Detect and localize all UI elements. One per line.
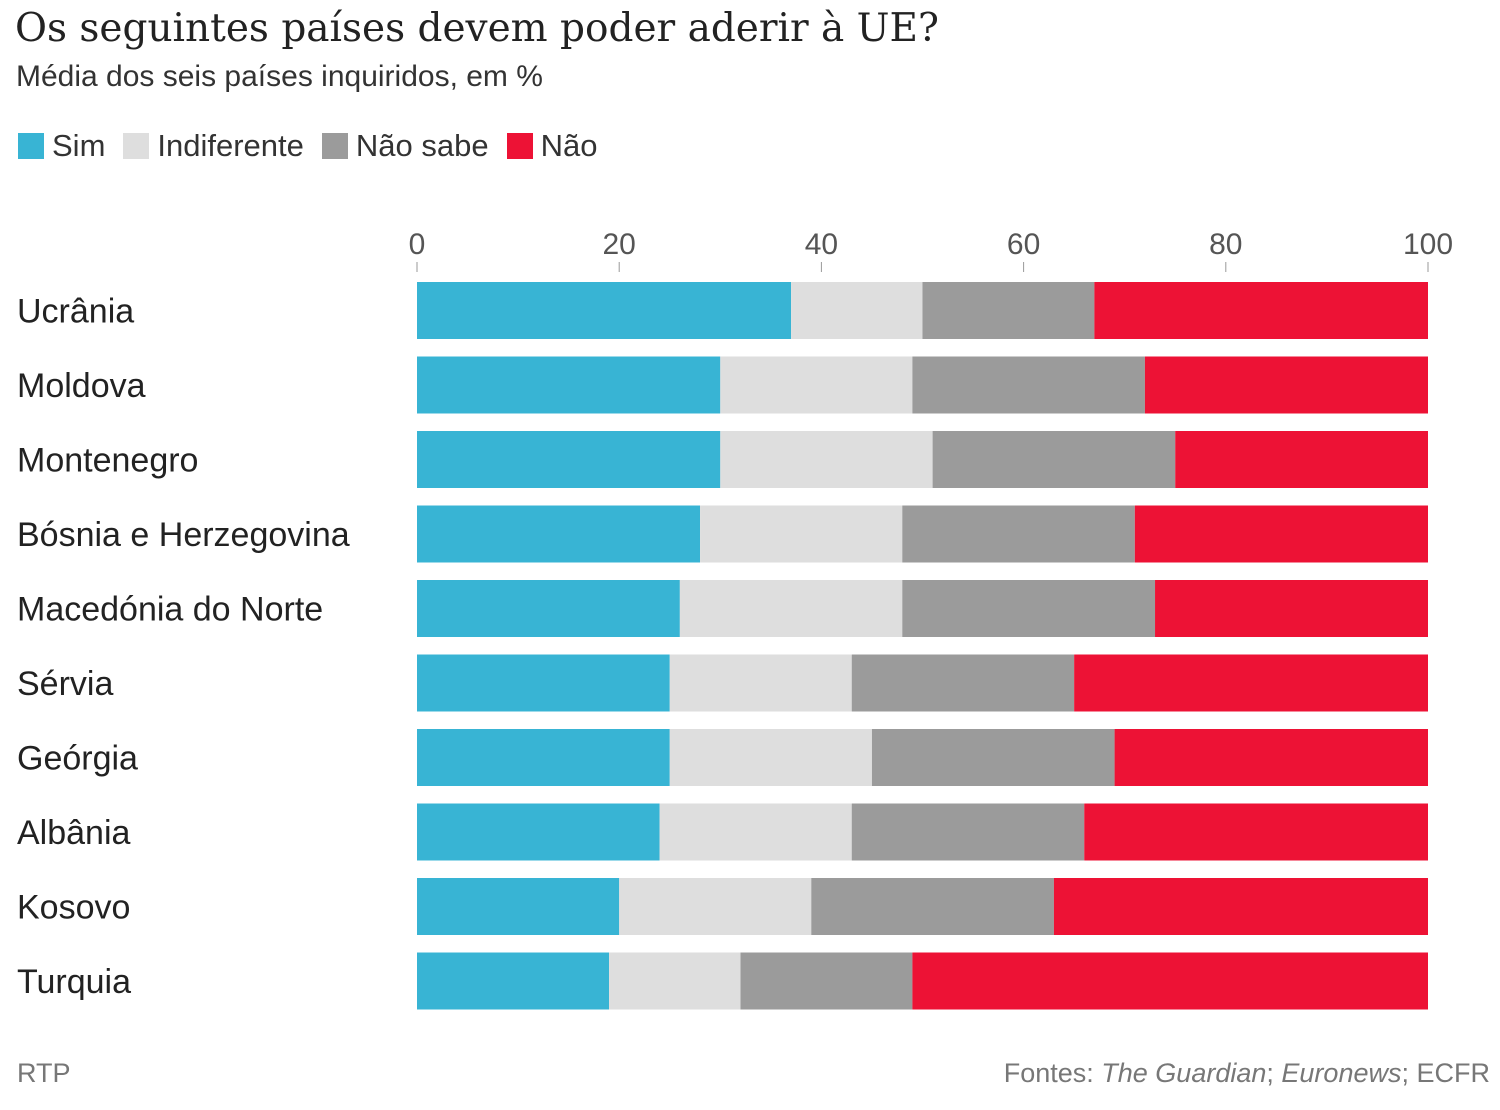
bar-segment-nosabe [902, 580, 1156, 637]
bar-segment-nosabe [932, 431, 1176, 488]
legend-swatch [506, 133, 533, 159]
bar-segment-sim [417, 282, 792, 339]
sources-sep: ; [1266, 1058, 1282, 1088]
bar-segment-indiferente [679, 580, 903, 637]
sources-ecfr: ; ECFR [1401, 1058, 1490, 1088]
bar-segment-sim [417, 580, 680, 637]
bar-segment-indiferente [720, 431, 933, 488]
chart-title: Os seguintes países devem poder aderir à… [15, 6, 939, 51]
legend-label: Sim [52, 128, 106, 163]
category-label: Macedónia do Norte [17, 591, 323, 629]
bar-segment-indiferente [669, 654, 852, 712]
bar-segment-sim [417, 803, 660, 861]
legend-swatch [18, 133, 44, 159]
bar-segment-nosabe [851, 803, 1085, 861]
bar-segment-no [1155, 580, 1428, 637]
legend-swatch [321, 133, 348, 159]
legend-item: Não sabe [321, 128, 489, 164]
x-tick-label: 100 [1403, 228, 1453, 261]
bar-segment-sim [417, 356, 721, 414]
legend-swatch [123, 133, 150, 159]
legend-item: Sim [18, 128, 105, 164]
legend-item: Não [506, 128, 598, 164]
bar-segment-sim [417, 952, 610, 1010]
bar-segment-nosabe [922, 282, 1095, 339]
bar-segment-no [1134, 505, 1428, 563]
bar-segment-no [1053, 878, 1428, 935]
bar-segment-indiferente [700, 505, 903, 563]
bar-segment-no [1074, 654, 1428, 712]
bar-segment-indiferente [659, 803, 852, 861]
bar-segment-no [1114, 729, 1428, 786]
bar-segment-sim [417, 878, 620, 935]
bar-segment-no [1175, 431, 1428, 488]
footer-sources: Fontes: The Guardian; Euronews; ECFR [1004, 1058, 1490, 1089]
bar-segment-indiferente [609, 952, 741, 1010]
category-label: Turquia [17, 963, 131, 1001]
footer-credit: RTP [17, 1058, 71, 1088]
bar-segment-sim [417, 729, 670, 786]
bar-segment-indiferente [669, 729, 872, 786]
bar-segment-sim [417, 505, 701, 563]
source-guardian: The Guardian [1101, 1058, 1267, 1088]
legend-label: Indiferente [157, 128, 304, 163]
category-label: Ucrânia [17, 293, 134, 331]
bar-segment-indiferente [720, 356, 913, 414]
x-tick-label: 80 [1209, 228, 1242, 261]
category-label: Sérvia [17, 665, 113, 703]
bar-segment-sim [417, 431, 721, 488]
x-tick-label: 0 [409, 228, 426, 261]
bar-segment-sim [417, 654, 670, 712]
category-label: Montenegro [17, 442, 198, 480]
source-euronews: Euronews [1281, 1058, 1402, 1088]
bar-segment-indiferente [619, 878, 812, 935]
sources-prefix: Fontes: [1003, 1058, 1102, 1088]
bar-segment-no [1084, 803, 1428, 861]
legend-item: Indiferente [123, 128, 304, 164]
bar-segment-nosabe [871, 729, 1115, 786]
bar-segment-no [912, 952, 1428, 1010]
bar-segment-nosabe [851, 654, 1075, 712]
bar-segment-nosabe [902, 505, 1135, 563]
category-label: Moldova [17, 367, 146, 405]
category-label: Bósnia e Herzegovina [17, 516, 350, 554]
category-label: Albânia [17, 814, 131, 852]
x-tick-label: 40 [805, 228, 838, 261]
chart-subtitle: Média dos seis países inquiridos, em % [16, 60, 543, 93]
x-tick-label: 60 [1007, 228, 1040, 261]
legend-label: Não [540, 128, 598, 163]
bar-segment-nosabe [740, 952, 913, 1010]
category-label: Geórgia [17, 740, 138, 778]
legend-label: Não sabe [355, 128, 489, 163]
bar-segment-no [1094, 282, 1428, 339]
legend: Sim Indiferente Não sabe Não [18, 128, 597, 164]
bar-segment-no [1144, 356, 1428, 414]
category-label: Kosovo [17, 889, 130, 927]
bar-segment-nosabe [811, 878, 1054, 935]
bar-segment-indiferente [791, 282, 923, 339]
bar-segment-nosabe [912, 356, 1145, 414]
x-tick-label: 20 [603, 228, 636, 261]
